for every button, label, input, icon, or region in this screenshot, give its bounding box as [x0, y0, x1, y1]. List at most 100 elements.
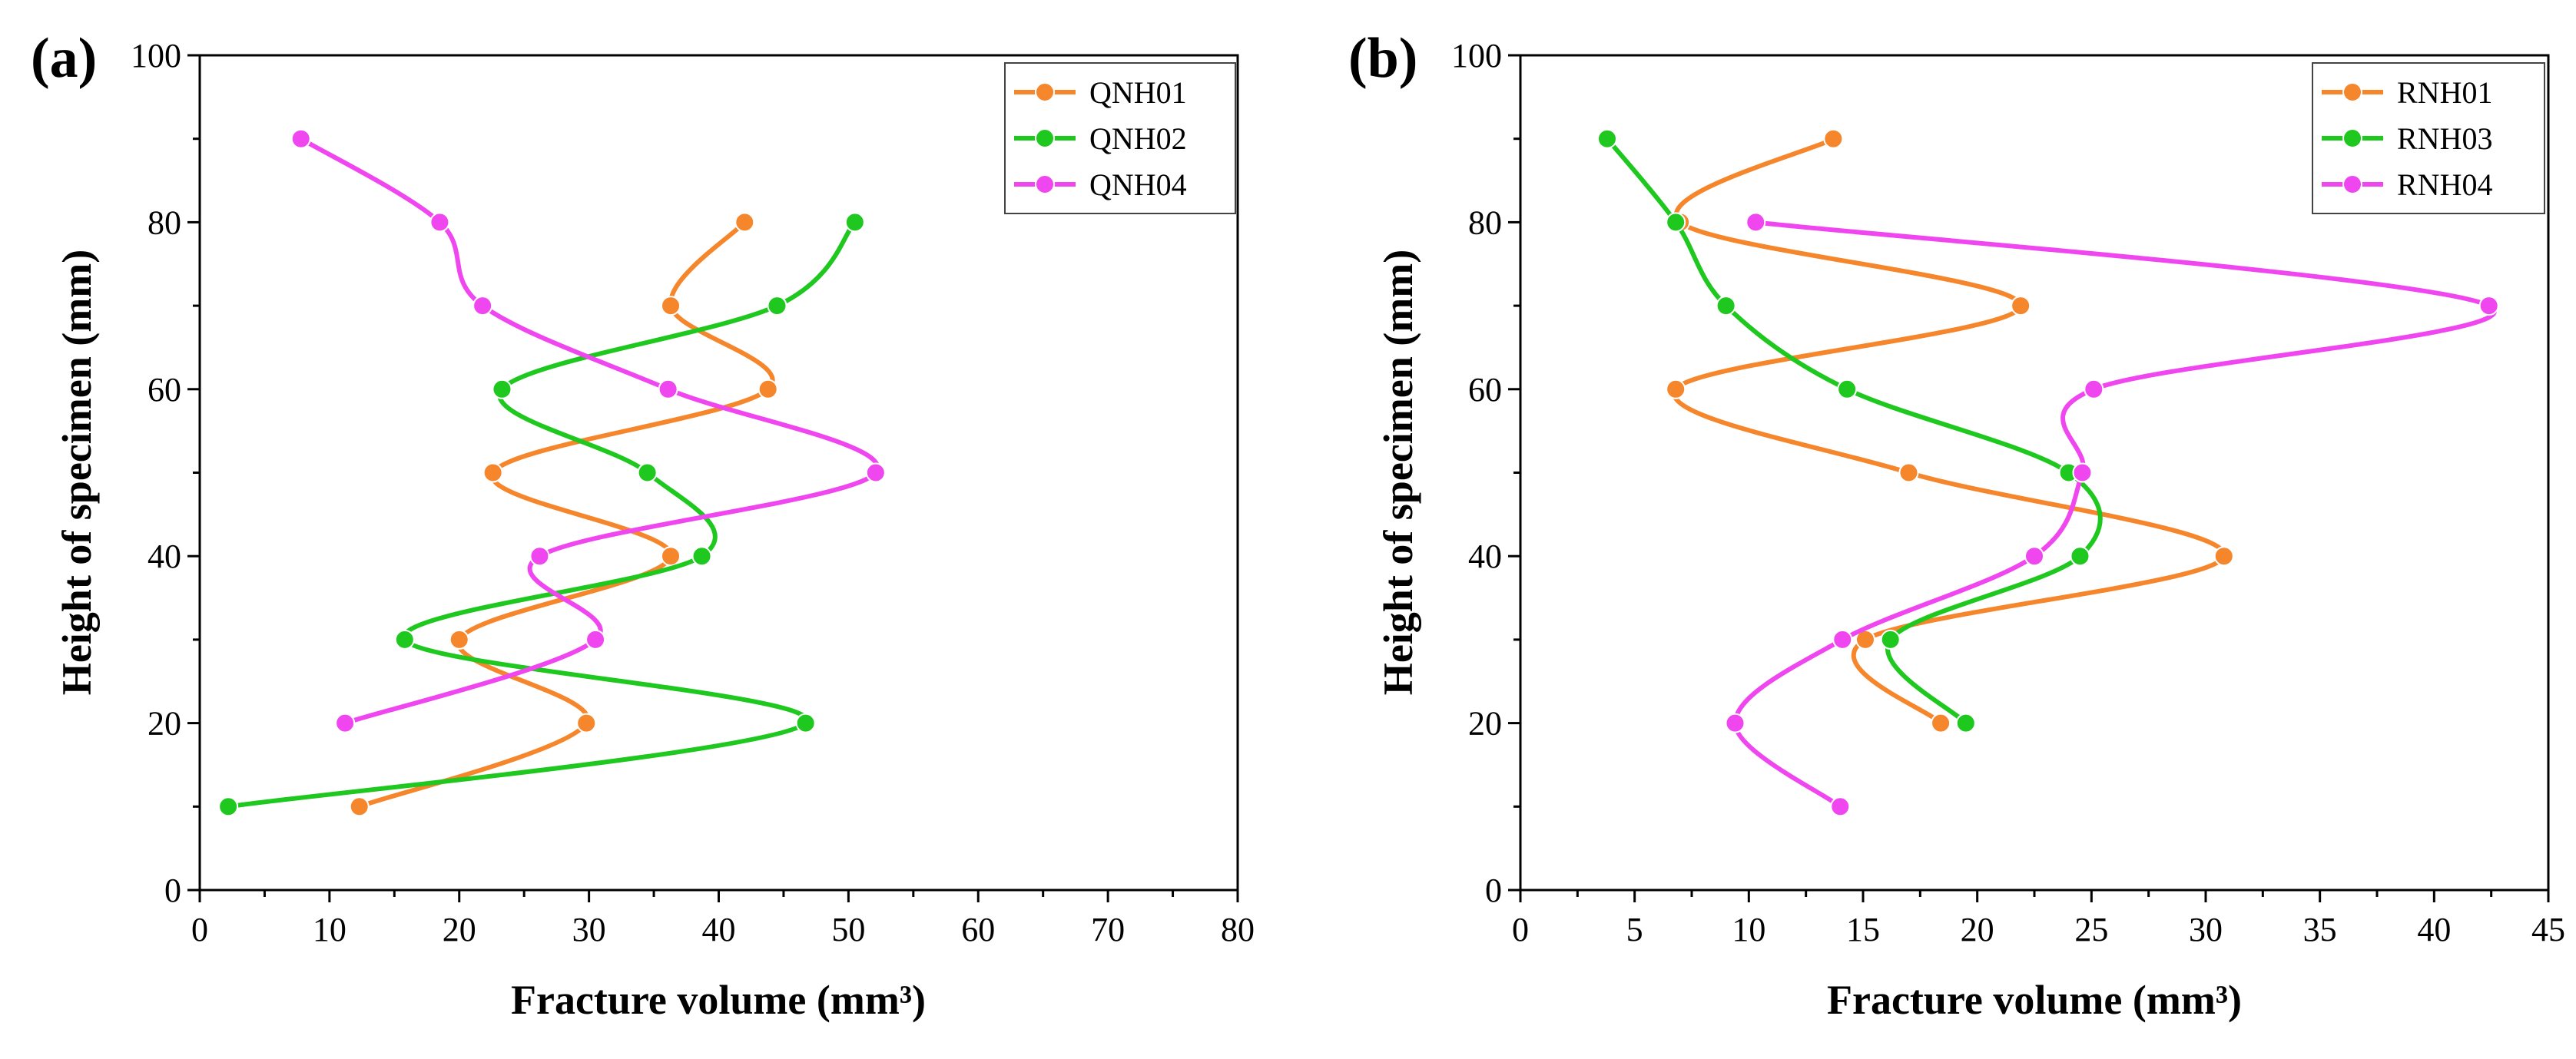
- panel-b-legend: RNH01 RNH03 RNH04: [2312, 62, 2545, 214]
- rnh04-point: [1746, 212, 1766, 233]
- rnh04-point: [2072, 462, 2093, 483]
- rnh03-line: [1605, 136, 2103, 726]
- panel-a-plot-frame: [198, 54, 1239, 892]
- panel-a-x-tick-label: 30: [572, 911, 606, 948]
- qnh01-point: [758, 379, 778, 399]
- rnh03-point: [1880, 629, 1901, 650]
- rnh03-point: [1955, 713, 1976, 733]
- rnh01-point: [1931, 713, 1951, 733]
- qnh01-point: [661, 296, 681, 316]
- panel-a-y-tick-label: 100: [131, 37, 181, 74]
- panel-b-label: (b): [1348, 27, 1417, 90]
- panel-b-y-ticks: 0 20 40 60 80 100: [1451, 37, 1520, 909]
- panel-b-x-tick-label: 25: [2074, 911, 2108, 948]
- qnh01-point: [482, 462, 503, 483]
- panel-b-x-tick-label: 30: [2189, 911, 2223, 948]
- qnh01-point: [734, 212, 755, 233]
- qnh04-point: [529, 546, 550, 567]
- panel-a-y-tick-label: 60: [148, 371, 181, 409]
- panel-a-y-tick-label: 40: [148, 538, 181, 575]
- qnh04-legend-marker: [1035, 174, 1055, 194]
- panel-a-x-tick-label: 70: [1091, 911, 1125, 948]
- rnh04-point: [1725, 713, 1746, 733]
- qnh01-legend-marker: [1035, 82, 1055, 102]
- qnh02-point: [637, 462, 658, 483]
- panel-b-x-tick-label: 35: [2303, 911, 2337, 948]
- panel-b-x-tick-label: 15: [1846, 911, 1880, 948]
- panel-b-y-tick-label: 0: [1485, 872, 1502, 909]
- rnh04-legend-marker: [2342, 174, 2362, 194]
- panel-a-series: [218, 128, 886, 817]
- qnh02-point: [767, 296, 787, 316]
- panel-b-x-ticks: 0 5 10 15 20 25 30 35 40 45: [1512, 890, 2565, 948]
- rnh04-point: [2084, 379, 2104, 399]
- qnh02-legend-label: QNH02: [1089, 121, 1187, 156]
- rnh01-point: [1666, 379, 1686, 399]
- panel-b-y-tick-label: 100: [1451, 37, 1502, 74]
- panel-b-plot-frame: [1519, 54, 2550, 892]
- rnh03-legend-marker: [2342, 128, 2362, 148]
- rnh04-point: [2024, 546, 2044, 567]
- qnh04-point: [658, 379, 678, 399]
- rnh04-legend-label: RNH04: [2397, 167, 2492, 202]
- panel-b-x-tick-label: 5: [1626, 911, 1643, 948]
- rnh04-point: [1830, 796, 1851, 817]
- panel-a-x-ticks: 0 10 20 30 40 50 60 70 80: [191, 890, 1255, 948]
- qnh01-legend-label: QNH01: [1089, 75, 1187, 110]
- panel-a-y-tick-label: 0: [164, 872, 181, 909]
- panel-a-x-tick-label: 50: [831, 911, 865, 948]
- panel-b-x-tick-label: 10: [1732, 911, 1765, 948]
- rnh03-legend-label: RNH03: [2397, 121, 2492, 156]
- qnh02-point: [795, 713, 816, 733]
- rnh04-point: [1832, 629, 1853, 650]
- rnh01-legend-label: RNH01: [2397, 75, 2492, 110]
- panel-b-x-tick-label: 45: [2531, 911, 2565, 948]
- panel-b-y-tick-label: 60: [1468, 371, 1502, 409]
- panel-a-x-tick-label: 60: [961, 911, 995, 948]
- rnh03-point: [1837, 379, 1858, 399]
- panel-a-x-tick-label: 80: [1221, 911, 1255, 948]
- qnh04-point: [865, 462, 886, 483]
- qnh01-point: [661, 546, 681, 567]
- qnh02-line: [226, 220, 857, 809]
- panel-b: (b) 0 5 10 15 20 25 30 35 40 45 0 20 40 60 80 100 RNH0…: [1348, 27, 2565, 1023]
- rnh01-point: [1898, 462, 1919, 483]
- rnh01-point: [2213, 546, 2234, 567]
- panel-a-x-tick-label: 40: [702, 911, 736, 948]
- panel-b-series: [1596, 128, 2499, 817]
- qnh01-point: [576, 713, 597, 733]
- panel-a-y-tick-label: 20: [148, 705, 181, 743]
- qnh02-point: [218, 796, 239, 817]
- panel-b-y-tick-label: 20: [1468, 705, 1502, 743]
- qnh04-legend-label: QNH04: [1089, 167, 1187, 202]
- rnh04-line: [1732, 220, 2497, 809]
- panel-b-x-tick-label: 40: [2417, 911, 2451, 948]
- qnh02-point: [394, 629, 415, 650]
- rnh03-point: [1716, 296, 1736, 316]
- panel-a-x-tick-label: 0: [191, 911, 208, 948]
- panel-b-x-tick-label: 20: [1961, 911, 1994, 948]
- rnh01-legend-marker: [2342, 82, 2362, 102]
- panel-a: (a) 0 10 20 30 40 50 60 70 80 0 20 40 60 80 100 QNH01…: [31, 27, 1255, 1023]
- qnh02-point: [492, 379, 512, 399]
- rnh03-point: [1596, 128, 1617, 149]
- qnh04-point: [472, 296, 493, 316]
- qnh01-point: [349, 796, 370, 817]
- rnh03-point: [2070, 546, 2090, 567]
- panel-a-label: (a): [31, 27, 97, 90]
- panel-a-y-axis-title: Height of specimen (mm): [54, 250, 100, 695]
- qnh02-point: [844, 212, 865, 233]
- rnh03-point: [1666, 212, 1686, 233]
- rnh01-point: [2011, 296, 2031, 316]
- qnh02-legend-marker: [1035, 128, 1055, 148]
- rnh04-point: [2478, 296, 2499, 316]
- panel-b-x-tick-label: 0: [1512, 911, 1529, 948]
- rnh01-line: [1672, 136, 2226, 726]
- qnh04-point: [290, 128, 311, 149]
- qnh04-point: [335, 713, 356, 733]
- panel-a-x-axis-title: Fracture volume (mm³): [511, 977, 926, 1023]
- qnh04-point: [429, 212, 450, 233]
- panel-a-y-tick-label: 80: [148, 204, 181, 241]
- panel-b-y-tick-label: 40: [1468, 538, 1502, 575]
